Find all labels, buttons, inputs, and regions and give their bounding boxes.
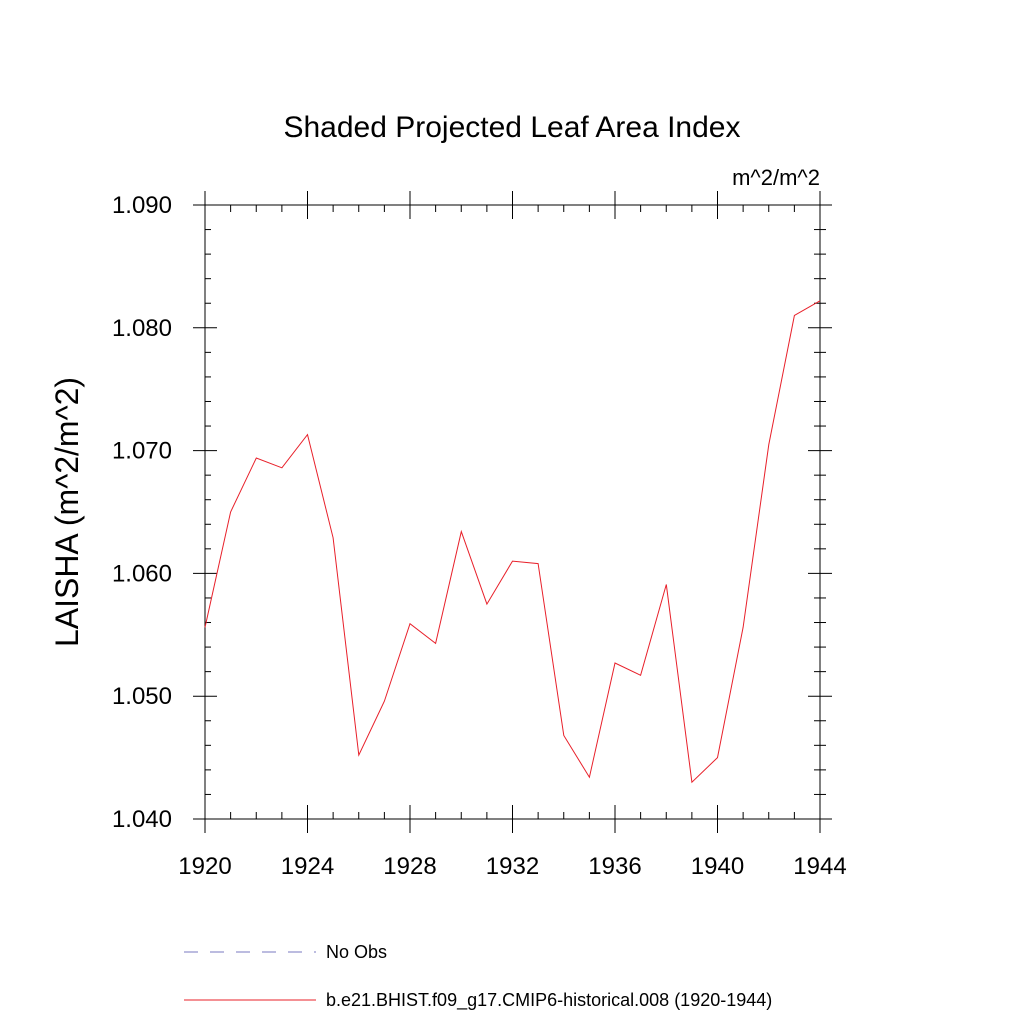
y-axis-label: LAISHA (m^2/m^2)	[49, 377, 85, 647]
x-tick-label: 1936	[588, 853, 641, 880]
x-tick-label: 1924	[281, 853, 334, 880]
y-tick-label: 1.080	[112, 315, 172, 342]
x-tick-label: 1920	[178, 853, 231, 880]
x-tick-label: 1940	[691, 853, 744, 880]
series-layer	[204, 300, 821, 784]
y-tick-label: 1.090	[112, 192, 172, 219]
x-tick-label: 1928	[383, 853, 436, 880]
y-tick-label: 1.040	[112, 806, 172, 833]
units-label: m^2/m^2	[732, 165, 820, 190]
legend-label: No Obs	[326, 942, 387, 962]
y-tick-label: 1.070	[112, 438, 172, 465]
axis-tick-labels: 1920 1924 1928 1932 1936 1940 1944 1.040 1.050 1.…	[112, 192, 847, 880]
series-line	[204, 300, 821, 784]
plot-frame	[204, 204, 821, 820]
x-tick-label: 1944	[793, 853, 846, 880]
chart-title: Shaded Projected Leaf Area Index	[283, 111, 740, 144]
y-tick-label: 1.050	[112, 683, 172, 710]
x-tick-label: 1932	[486, 853, 539, 880]
legend-label: b.e21.BHIST.f09_g17.CMIP6-historical.008…	[326, 990, 772, 1011]
legend: No Obs b.e21.BHIST.f09_g17.CMIP6-historic…	[184, 942, 772, 1011]
y-tick-label: 1.060	[112, 560, 172, 587]
axis-ticks	[193, 191, 832, 833]
